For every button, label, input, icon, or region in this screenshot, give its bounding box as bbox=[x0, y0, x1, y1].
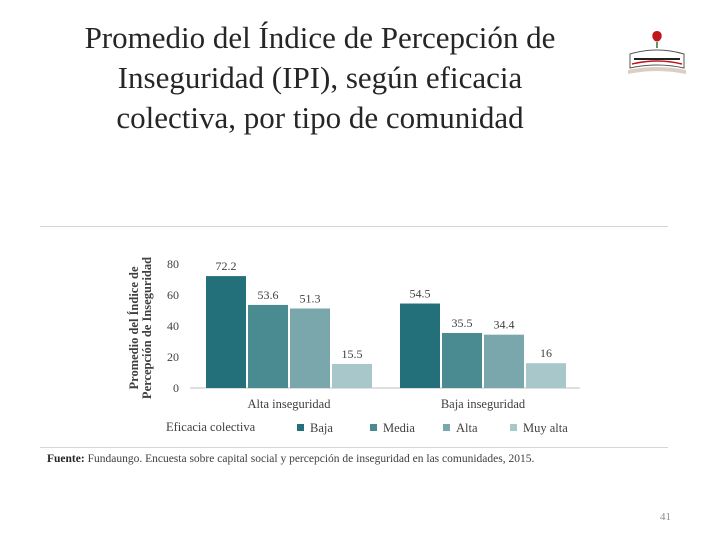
legend-title: Eficacia colectiva bbox=[166, 420, 256, 434]
y-axis-title: Promedio del Índice de Percepción de Ins… bbox=[127, 257, 154, 399]
bar bbox=[332, 363, 372, 388]
rose-icon bbox=[652, 31, 662, 42]
bar bbox=[526, 363, 566, 388]
bar bbox=[290, 308, 330, 388]
bars bbox=[206, 276, 566, 388]
legend-label: Media bbox=[383, 421, 415, 435]
legend: Baja Media Alta Muy alta bbox=[297, 421, 568, 435]
value-label: 54.5 bbox=[410, 287, 431, 301]
title-line: colectiva, por tipo de comunidad bbox=[116, 100, 524, 135]
title-line: Inseguridad (IPI), según eficacia bbox=[117, 60, 523, 95]
y-tick-label: 0 bbox=[173, 381, 179, 395]
value-label: 15.5 bbox=[342, 347, 363, 361]
bar bbox=[484, 334, 524, 388]
y-axis-title-line: Promedio del Índice de bbox=[127, 266, 141, 389]
page-number: 41 bbox=[660, 511, 671, 523]
category-labels: Alta inseguridad Baja inseguridad bbox=[248, 397, 526, 411]
title-line: Promedio del Índice de Percepción de bbox=[84, 20, 556, 55]
fundaungo-logo bbox=[628, 31, 686, 74]
value-label: 51.3 bbox=[300, 291, 321, 305]
source-label: Fuente: bbox=[47, 453, 85, 465]
y-tick-label: 20 bbox=[167, 350, 179, 364]
value-label: 16 bbox=[540, 346, 552, 360]
category-label: Baja inseguridad bbox=[441, 397, 526, 411]
bar bbox=[248, 304, 288, 388]
value-labels: 72.2 54.5 53.6 35.5 51.3 34.4 15.5 16 bbox=[216, 259, 553, 361]
bar bbox=[206, 276, 246, 388]
value-label: 53.6 bbox=[258, 288, 279, 302]
legend-swatch bbox=[443, 424, 450, 431]
y-tick-label: 80 bbox=[167, 257, 179, 271]
slide-title: Promedio del Índice de Percepción de Ins… bbox=[40, 18, 600, 138]
legend-label: Baja bbox=[310, 421, 333, 435]
y-tick-label: 60 bbox=[167, 288, 179, 302]
bottom-divider bbox=[40, 447, 668, 448]
value-label: 72.2 bbox=[216, 259, 237, 273]
category-label: Alta inseguridad bbox=[248, 397, 332, 411]
legend-swatch bbox=[297, 424, 304, 431]
bar bbox=[442, 332, 482, 388]
value-label: 34.4 bbox=[494, 318, 515, 332]
bar bbox=[400, 303, 440, 388]
legend-label: Alta bbox=[456, 421, 478, 435]
value-label: 35.5 bbox=[452, 316, 473, 330]
legend-swatch bbox=[510, 424, 517, 431]
top-divider bbox=[40, 226, 668, 227]
y-tick-label: 40 bbox=[167, 319, 179, 333]
y-axis-title-line: Percepción de Inseguridad bbox=[140, 257, 154, 399]
y-axis: 0 20 40 60 80 bbox=[167, 257, 179, 395]
legend-swatch bbox=[370, 424, 377, 431]
source-text: Fundaungo. Encuesta sobre capital social… bbox=[84, 453, 535, 465]
source-note: Fuente: Fundaungo. Encuesta sobre capita… bbox=[47, 453, 534, 465]
legend-label: Muy alta bbox=[523, 421, 568, 435]
